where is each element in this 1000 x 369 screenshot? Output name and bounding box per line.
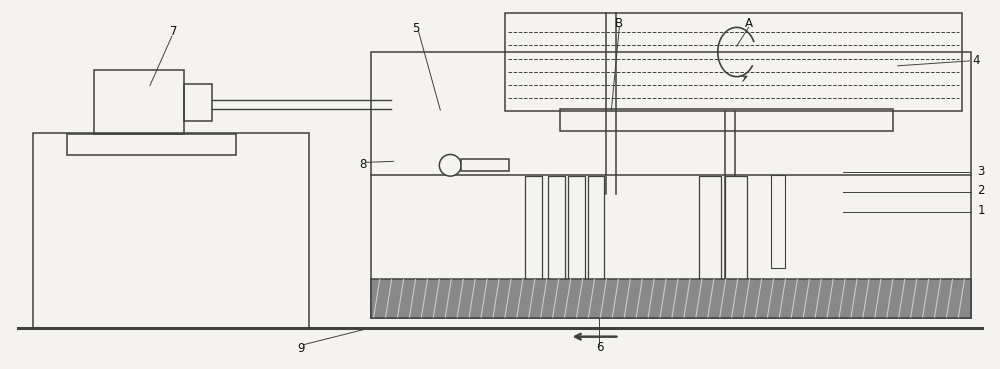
Bar — [67, 134, 236, 155]
Circle shape — [439, 155, 461, 176]
Bar — [771, 175, 785, 268]
Bar — [505, 13, 962, 111]
Text: 2: 2 — [977, 184, 985, 197]
Bar — [33, 133, 309, 328]
Text: 8: 8 — [359, 158, 366, 171]
Bar — [461, 159, 509, 171]
Bar — [699, 176, 721, 280]
Text: 4: 4 — [972, 54, 980, 68]
Text: A: A — [745, 17, 753, 30]
Text: 6: 6 — [596, 341, 603, 354]
Bar — [548, 176, 565, 280]
Text: B: B — [615, 17, 623, 30]
Bar — [568, 176, 585, 280]
Bar — [94, 70, 184, 134]
Bar — [560, 109, 893, 131]
Bar — [184, 83, 212, 121]
Text: 9: 9 — [297, 342, 305, 355]
Text: 5: 5 — [412, 22, 419, 35]
Bar — [588, 176, 604, 280]
Bar — [525, 176, 542, 280]
Bar — [725, 176, 747, 280]
Text: 1: 1 — [977, 204, 985, 217]
Text: 7: 7 — [170, 25, 178, 38]
Bar — [371, 52, 971, 318]
Text: 3: 3 — [977, 165, 985, 178]
Bar — [371, 279, 971, 318]
